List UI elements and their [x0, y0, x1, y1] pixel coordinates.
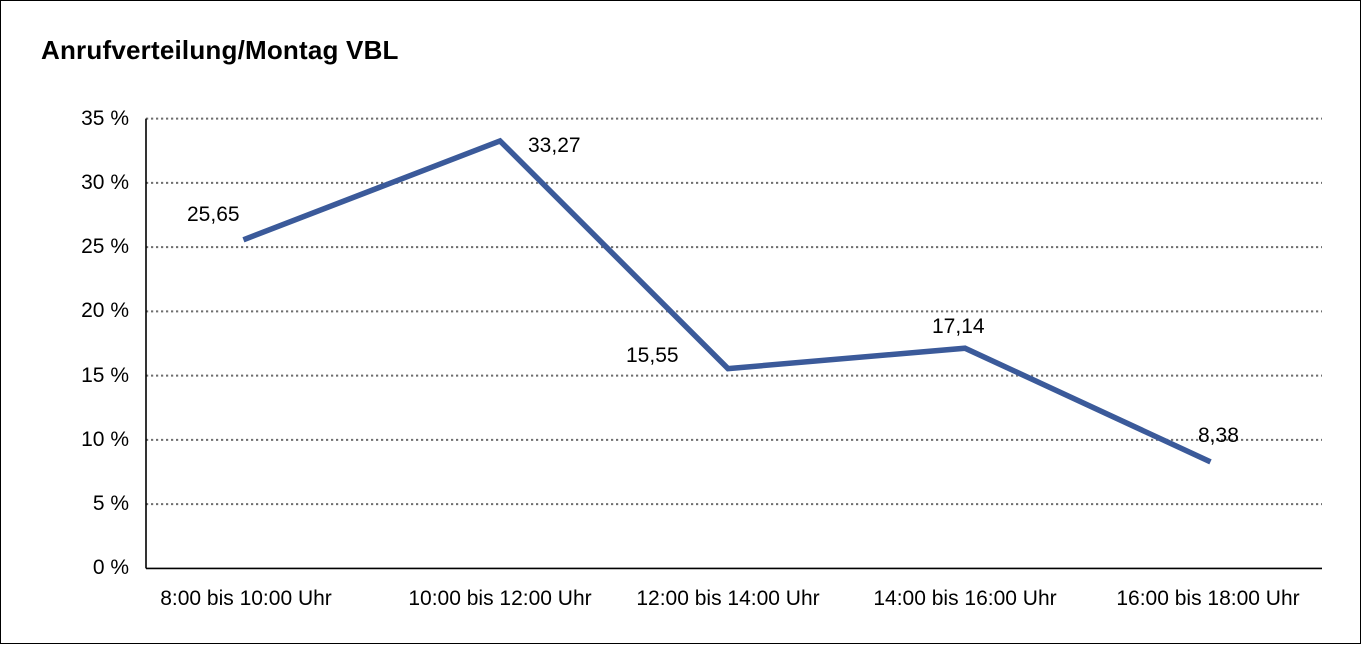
- svg-text:10 %: 10 %: [81, 428, 129, 451]
- svg-text:33,27: 33,27: [528, 134, 581, 157]
- svg-text:5 %: 5 %: [93, 492, 129, 515]
- svg-text:30 %: 30 %: [81, 171, 129, 194]
- svg-text:10:00 bis 12:00 Uhr: 10:00 bis 12:00 Uhr: [408, 587, 591, 610]
- svg-text:15 %: 15 %: [81, 364, 129, 387]
- svg-text:0 %: 0 %: [93, 556, 129, 579]
- svg-text:8:00 bis 10:00 Uhr: 8:00 bis 10:00 Uhr: [160, 587, 332, 610]
- svg-text:25 %: 25 %: [81, 235, 129, 258]
- svg-text:8,38: 8,38: [1198, 424, 1239, 447]
- svg-text:12:00 bis 14:00 Uhr: 12:00 bis 14:00 Uhr: [636, 587, 819, 610]
- svg-text:15,55: 15,55: [626, 344, 679, 367]
- svg-text:17,14: 17,14: [932, 315, 985, 338]
- svg-text:20 %: 20 %: [81, 299, 129, 322]
- svg-text:14:00 bis 16:00 Uhr: 14:00 bis 16:00 Uhr: [873, 587, 1056, 610]
- svg-text:16:00 bis 18:00 Uhr: 16:00 bis 18:00 Uhr: [1116, 587, 1299, 610]
- svg-text:35 %: 35 %: [81, 107, 129, 130]
- svg-text:25,65: 25,65: [187, 203, 240, 226]
